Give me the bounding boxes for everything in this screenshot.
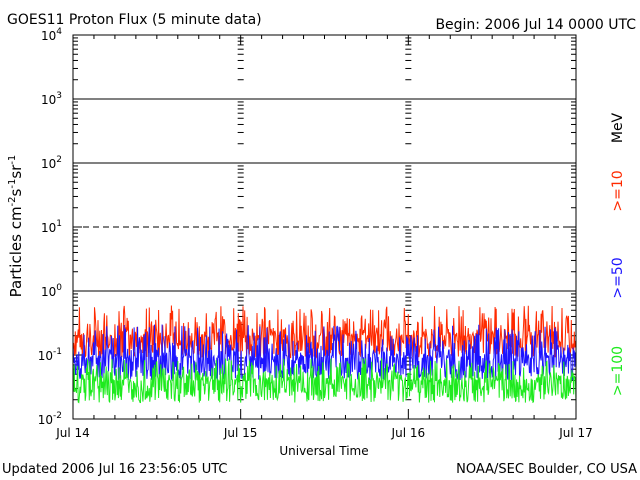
series-line-50	[72, 324, 577, 382]
updated-timestamp: Updated 2006 Jul 16 23:56:05 UTC	[2, 462, 227, 477]
threshold-lines	[73, 98, 576, 292]
y-tick-label: 102	[41, 155, 62, 171]
chart-title: GOES11 Proton Flux (5 minute data)	[7, 12, 262, 28]
x-tick-label: Jul 14	[55, 426, 90, 440]
legend-entry: >=10	[610, 170, 626, 211]
legend-entry: >=50	[610, 257, 626, 298]
legend-unit: MeV	[610, 112, 626, 143]
y-tick-label: 104	[41, 27, 62, 43]
y-tick-labels: 10-2 10-1 100 101 102 103 104	[38, 27, 63, 427]
x-tick-label: Jul 16	[391, 426, 426, 440]
series-lines	[72, 305, 577, 404]
x-tick-label: Jul 17	[558, 426, 593, 440]
plot-frame	[72, 34, 577, 420]
x-tick-labels: Jul 14 Jul 15 Jul 16 Jul 17	[55, 426, 593, 440]
y-tick-label: 100	[41, 283, 62, 299]
y-tick-label: 10-2	[38, 411, 62, 427]
y-tick-label: 101	[41, 219, 62, 235]
series-line-100	[72, 358, 577, 404]
x-tick-label: Jul 15	[223, 426, 258, 440]
legend-entry: >=100	[610, 346, 626, 396]
x-axis-label: Universal Time	[279, 444, 368, 458]
y-tick-label: 103	[41, 91, 62, 107]
y-tick-label: 10-1	[38, 347, 62, 363]
source-credit: NOAA/SEC Boulder, CO USA	[456, 462, 637, 477]
begin-label: Begin: 2006 Jul 14 0000 UTC	[435, 17, 636, 33]
y-axis-label: Particles cm-2s-1sr-1	[7, 155, 25, 298]
legend: MeV >=10 >=50 >=100	[610, 112, 626, 396]
